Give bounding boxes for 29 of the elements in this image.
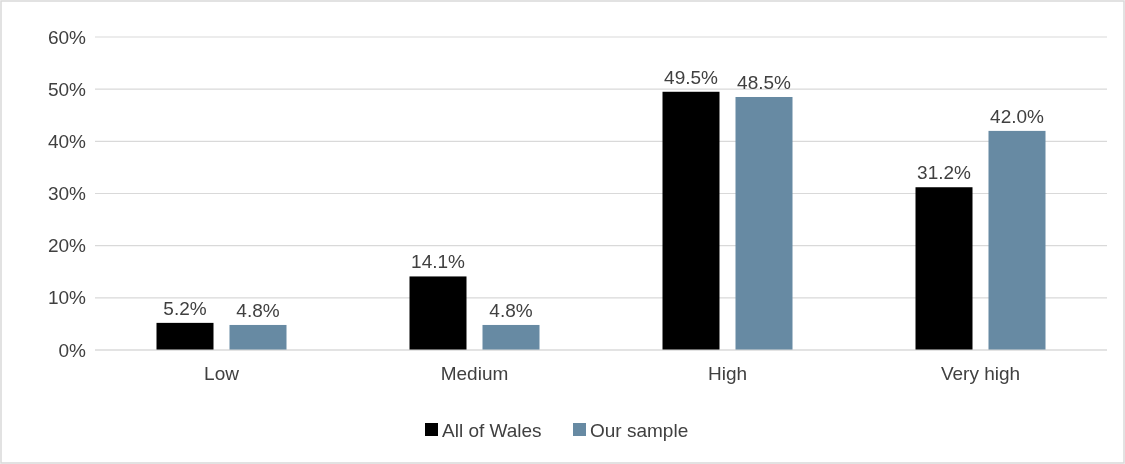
y-tick-label: 40% (47, 130, 87, 152)
data-label: 42.0% (990, 105, 1045, 127)
y-tick-label: 50% (47, 78, 87, 100)
x-tick-label: Medium (440, 363, 509, 384)
x-tick-label: Low (204, 363, 240, 384)
legend-label: Our sample (590, 419, 689, 441)
y-tick-label: 10% (47, 287, 87, 309)
bar (915, 187, 973, 350)
data-label: 4.8% (489, 299, 533, 321)
bar (482, 324, 540, 350)
legend-label: All of Wales (442, 419, 542, 441)
data-label: 49.5% (664, 66, 719, 88)
y-tick-label: 20% (47, 235, 87, 257)
bar (988, 130, 1046, 350)
bar (229, 324, 287, 350)
y-tick-label: 0% (58, 339, 87, 361)
data-label: 14.1% (411, 251, 466, 273)
data-label: 31.2% (917, 162, 972, 184)
data-label: 48.5% (737, 71, 792, 93)
x-tick-label: High (707, 363, 748, 384)
y-tick-label: 60% (47, 26, 87, 48)
y-tick-label: 30% (47, 183, 87, 205)
data-label: 4.8% (236, 299, 280, 321)
bar (662, 91, 720, 350)
data-label: 5.2% (163, 297, 207, 319)
x-tick-label: Very high (940, 363, 1021, 384)
bar (735, 96, 793, 350)
bar (409, 276, 467, 350)
bar (156, 322, 214, 350)
